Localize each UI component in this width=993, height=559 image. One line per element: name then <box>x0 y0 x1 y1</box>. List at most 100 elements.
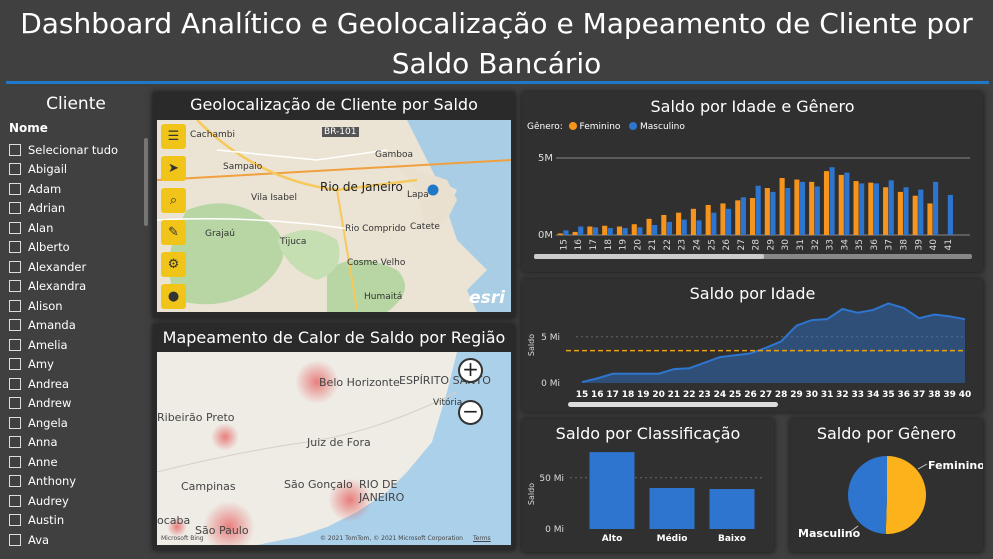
slicer-item[interactable]: Amanda <box>9 316 118 336</box>
checkbox[interactable] <box>9 397 21 410</box>
chart1-scrollbar[interactable] <box>534 254 972 259</box>
checkbox[interactable] <box>9 455 21 468</box>
map-terms-link[interactable]: Terms <box>473 535 491 542</box>
checkbox[interactable] <box>9 163 21 176</box>
slicer-item-label: Anne <box>28 454 58 469</box>
bar-masculino <box>592 227 599 235</box>
x-tick-label: 20 <box>652 390 665 400</box>
geo-map-title: Geolocalização de Cliente por Saldo <box>190 95 478 114</box>
checkbox[interactable] <box>9 494 21 507</box>
checkbox[interactable] <box>9 182 21 195</box>
checkbox[interactable] <box>9 475 21 488</box>
slicer-item[interactable]: Amelia <box>9 335 118 355</box>
x-tick-label: 16 <box>591 390 604 400</box>
checkbox[interactable] <box>9 358 21 371</box>
y-axis-label: Saldo <box>527 334 536 356</box>
x-tick-label: 29 <box>790 390 803 400</box>
bar-masculino <box>859 183 865 235</box>
chart1-legend-feminino[interactable]: Feminino <box>579 122 621 132</box>
user-icon[interactable]: ● <box>161 284 186 309</box>
bar-feminino <box>868 182 874 235</box>
x-tick-label: 31 <box>796 239 806 250</box>
heat-map[interactable]: Belo Horizonte ESPÍRITO SANTO Vitória Ri… <box>157 352 511 545</box>
y-tick-label: 0 Mi <box>541 379 560 389</box>
x-tick-label: 17 <box>589 239 599 250</box>
map-label-tijuca: Tijuca <box>280 237 307 247</box>
bar <box>589 452 635 529</box>
slicer-item[interactable]: Alexandra <box>9 277 118 297</box>
heat-label-sorocaba: ocaba <box>157 514 191 527</box>
bar-feminino <box>779 178 785 235</box>
chart1-legend-masculino[interactable]: Masculino <box>640 122 685 132</box>
slicer-item[interactable]: Andrew <box>9 394 118 414</box>
slicer-item-label: Adrian <box>28 201 66 216</box>
map-copyright: © 2021 TomTom, © 2021 Microsoft Corporat… <box>320 535 463 542</box>
map-label-humaita: Humaitá <box>364 292 403 302</box>
chart1-scroll-thumb[interactable] <box>534 254 764 259</box>
slicer-item[interactable]: Amy <box>9 355 118 375</box>
x-tick-label: 38 <box>928 390 941 400</box>
slicer-item[interactable]: Abigail <box>9 160 118 180</box>
bar-feminino <box>602 225 608 235</box>
checkbox[interactable] <box>9 319 21 332</box>
slicer-item[interactable]: Anthony <box>9 472 118 492</box>
legend-dot-masculino <box>629 122 638 130</box>
gear-icon[interactable]: ⚙ <box>161 252 186 277</box>
checkbox[interactable] <box>9 514 21 527</box>
checkbox[interactable] <box>9 260 21 273</box>
cursor-icon[interactable]: ➤ <box>161 156 186 181</box>
menu-icon[interactable]: ☰ <box>161 124 186 149</box>
chart-saldo-idade-genero: Saldo por Idade e Gênero Gênero: Feminin… <box>522 92 983 272</box>
slicer-item[interactable]: Andrea <box>9 374 118 394</box>
x-tick-label: 27 <box>760 390 773 400</box>
slicer-item[interactable]: Adam <box>9 179 118 199</box>
bar-masculino <box>918 189 924 235</box>
bar-feminino <box>883 187 889 235</box>
wrench-icon[interactable]: ✎ <box>161 220 186 245</box>
slicer-item[interactable]: Anne <box>9 452 118 472</box>
x-tick-label: 40 <box>929 239 939 251</box>
bar-masculino <box>785 188 791 235</box>
y-tick-label: 50 Mi <box>539 474 564 484</box>
checkbox[interactable] <box>9 299 21 312</box>
checkbox[interactable] <box>9 338 21 351</box>
slicer-item[interactable]: Angela <box>9 413 118 433</box>
geo-map-panel: Geolocalização de Cliente por Saldo Cach… <box>153 92 515 318</box>
checkbox[interactable] <box>9 241 21 254</box>
slicer-item[interactable]: Alan <box>9 218 118 238</box>
bar-feminino <box>587 226 593 235</box>
checkbox[interactable] <box>9 280 21 293</box>
geo-map[interactable]: Cachambi BR-101 Gamboa Sampaio Rio de Ja… <box>157 120 511 312</box>
pie-label-feminino: Feminino <box>928 459 983 472</box>
slicer-item[interactable]: Anna <box>9 433 118 453</box>
slicer-item[interactable]: Adrian <box>9 199 118 219</box>
zoom-out-button[interactable]: − <box>458 400 483 425</box>
checkbox[interactable] <box>9 202 21 215</box>
checkbox[interactable] <box>9 416 21 429</box>
zoom-in-button[interactable]: + <box>458 358 483 383</box>
slicer-item[interactable]: Alison <box>9 296 118 316</box>
checkbox[interactable] <box>9 436 21 449</box>
slicer-item[interactable]: Austin <box>9 511 118 531</box>
bar-masculino <box>637 227 643 235</box>
chart2-scrollbar[interactable] <box>568 402 778 407</box>
slicer-item[interactable]: Alexander <box>9 257 118 277</box>
x-tick-label: 33 <box>851 390 864 400</box>
checkbox[interactable] <box>9 377 21 390</box>
slicer-scrollbar[interactable] <box>144 138 148 226</box>
slicer-item[interactable]: Ava <box>9 530 118 550</box>
bar-masculino <box>903 187 909 235</box>
checkbox[interactable] <box>9 221 21 234</box>
slicer-item[interactable]: Audrey <box>9 491 118 511</box>
slicer-item-label: Anthony <box>28 474 77 489</box>
checkbox[interactable] <box>9 533 21 546</box>
slicer-select-all[interactable]: Selecionar tudo <box>9 140 118 160</box>
x-tick-label: 30 <box>781 239 791 251</box>
bar-feminino <box>838 174 844 235</box>
search-icon[interactable]: ⌕ <box>161 188 186 213</box>
checkbox[interactable] <box>9 143 21 156</box>
bar-feminino <box>690 208 696 235</box>
x-tick-label: 21 <box>668 390 681 400</box>
heat-label-bh: Belo Horizonte <box>319 376 400 389</box>
slicer-item[interactable]: Alberto <box>9 238 118 258</box>
